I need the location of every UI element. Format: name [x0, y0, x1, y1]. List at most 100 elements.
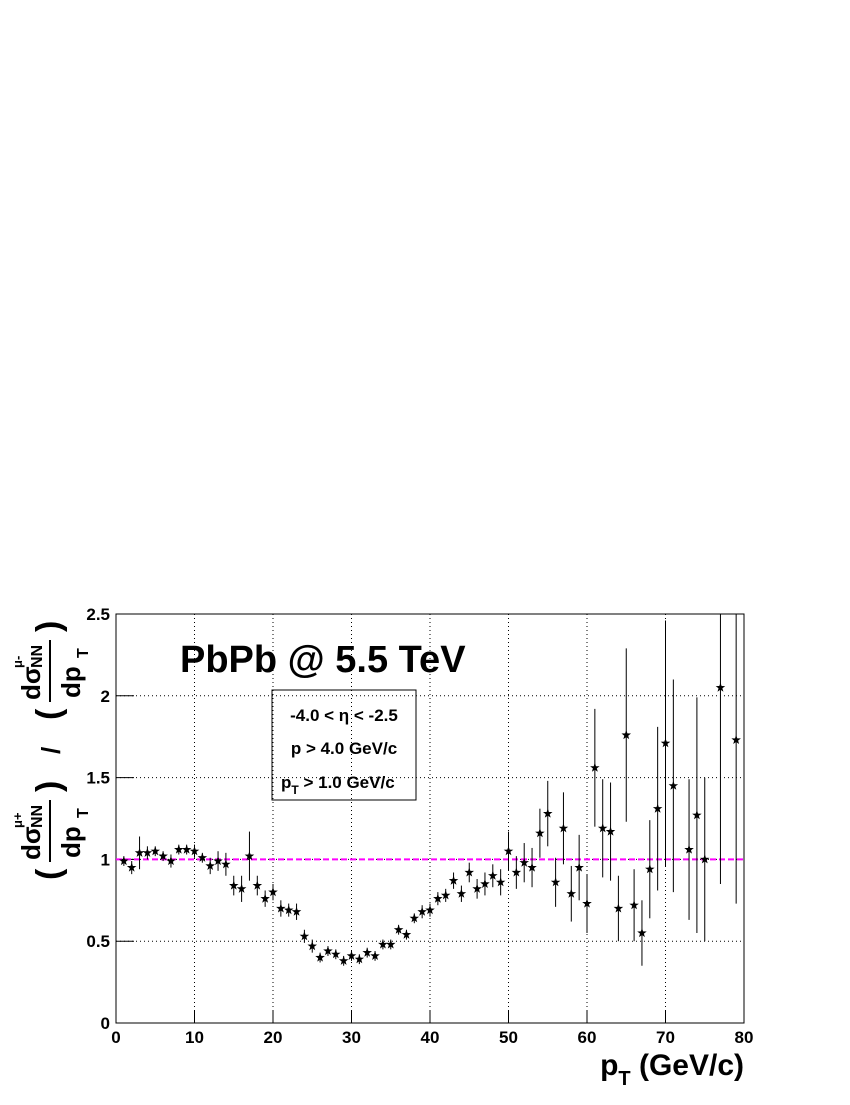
y-label-part: ( [30, 708, 68, 720]
data-point [401, 929, 412, 939]
data-point [386, 939, 396, 949]
data-point [645, 864, 655, 874]
data-point [433, 893, 443, 903]
data-point [668, 780, 679, 790]
data-point [346, 950, 357, 960]
x-label-part: (GeV/c) [631, 1049, 744, 1082]
data-point [354, 954, 365, 964]
y-axis-label: ( dσ μ+ NN dp T ) / ( dσ μ- NN dp T ) [10, 621, 92, 880]
y-tick-label: 1.5 [86, 769, 110, 788]
data-point [213, 856, 223, 866]
data-point [409, 913, 420, 923]
data-point [252, 880, 263, 890]
data-point [174, 844, 184, 854]
data-point [692, 810, 702, 820]
data-point [519, 857, 529, 867]
data-point [338, 955, 349, 965]
y-tick-label: 1 [101, 850, 110, 869]
annotation: p > 4.0 GeV/c [291, 739, 397, 758]
data-point [582, 898, 592, 908]
data-point [150, 846, 160, 856]
x-tick-label: 20 [264, 1028, 283, 1047]
data-point [378, 939, 388, 949]
chart-title: PbPb @ 5.5 TeV [180, 639, 466, 681]
data-point [605, 826, 616, 836]
y-label-part: ( [30, 868, 68, 880]
x-tick-label: 0 [111, 1028, 120, 1047]
x-tick-label: 30 [342, 1028, 361, 1047]
data-point [574, 862, 584, 872]
annotation-part: T [291, 783, 299, 797]
data-point [566, 888, 577, 898]
data-point [684, 844, 694, 854]
data-point [268, 887, 278, 897]
data-point [456, 888, 467, 898]
data-point [629, 900, 639, 910]
data-point [158, 851, 168, 861]
data-point [315, 952, 325, 962]
data-point [276, 903, 286, 913]
data-point [535, 828, 545, 838]
data-point [229, 880, 239, 890]
x-label-part: p [600, 1049, 618, 1082]
annotation-part: > 1.0 GeV/c [299, 773, 395, 792]
data-point [464, 867, 474, 877]
y-label-part: dp [56, 666, 86, 698]
data-point [558, 823, 569, 833]
data-point [488, 870, 498, 880]
y-label-part: μ- [10, 656, 25, 668]
annotation: pT > 1.0 GeV/c [281, 773, 395, 797]
y-label-part: NN [29, 645, 46, 668]
data-point [119, 856, 129, 866]
data-point [511, 867, 522, 877]
data-point [472, 883, 482, 893]
data-point [205, 860, 215, 870]
cut-box [271, 689, 417, 801]
data-point [495, 877, 506, 887]
y-label-part: dσ [16, 826, 46, 860]
data-point [613, 903, 624, 913]
x-label-part: T [618, 1068, 630, 1090]
data-point [134, 847, 145, 857]
data-point [260, 893, 270, 903]
y-label-part: NN [29, 805, 46, 828]
annotation: -4.0 < η < -2.5 [290, 706, 398, 725]
data-point [221, 859, 231, 869]
y-label-part: T [75, 648, 92, 658]
data-point [362, 947, 372, 957]
x-tick-label: 40 [421, 1028, 440, 1047]
data-point [550, 877, 561, 887]
data-point [370, 950, 380, 960]
data-point [197, 852, 208, 862]
y-label-part: ) [30, 781, 68, 792]
data-point [417, 906, 427, 916]
data-point [637, 928, 647, 938]
y-tick-label: 0 [101, 1014, 110, 1033]
data-point [393, 924, 404, 934]
data-point [331, 949, 341, 959]
data-point [244, 851, 255, 861]
data-point [299, 931, 310, 941]
y-tick-label: 0.5 [86, 932, 110, 951]
data-point [527, 862, 537, 872]
y-tick-label: 2 [101, 687, 110, 706]
data-point [480, 878, 490, 888]
data-point [323, 946, 333, 956]
data-point [291, 906, 302, 916]
data-point [189, 846, 200, 856]
data-point [731, 735, 741, 744]
data-point [715, 682, 726, 692]
data-point [166, 856, 176, 866]
y-label-part: / [36, 747, 66, 754]
annotation-part: p [281, 773, 291, 792]
x-axis-label: pT (GeV/c) [600, 1049, 744, 1090]
x-tick-label: 50 [499, 1028, 518, 1047]
data-point [181, 844, 192, 854]
y-label-part: ) [30, 621, 68, 632]
y-label-part: μ+ [10, 812, 25, 828]
data-point [652, 803, 663, 813]
data-point [307, 941, 317, 951]
x-tick-label: 70 [656, 1028, 675, 1047]
